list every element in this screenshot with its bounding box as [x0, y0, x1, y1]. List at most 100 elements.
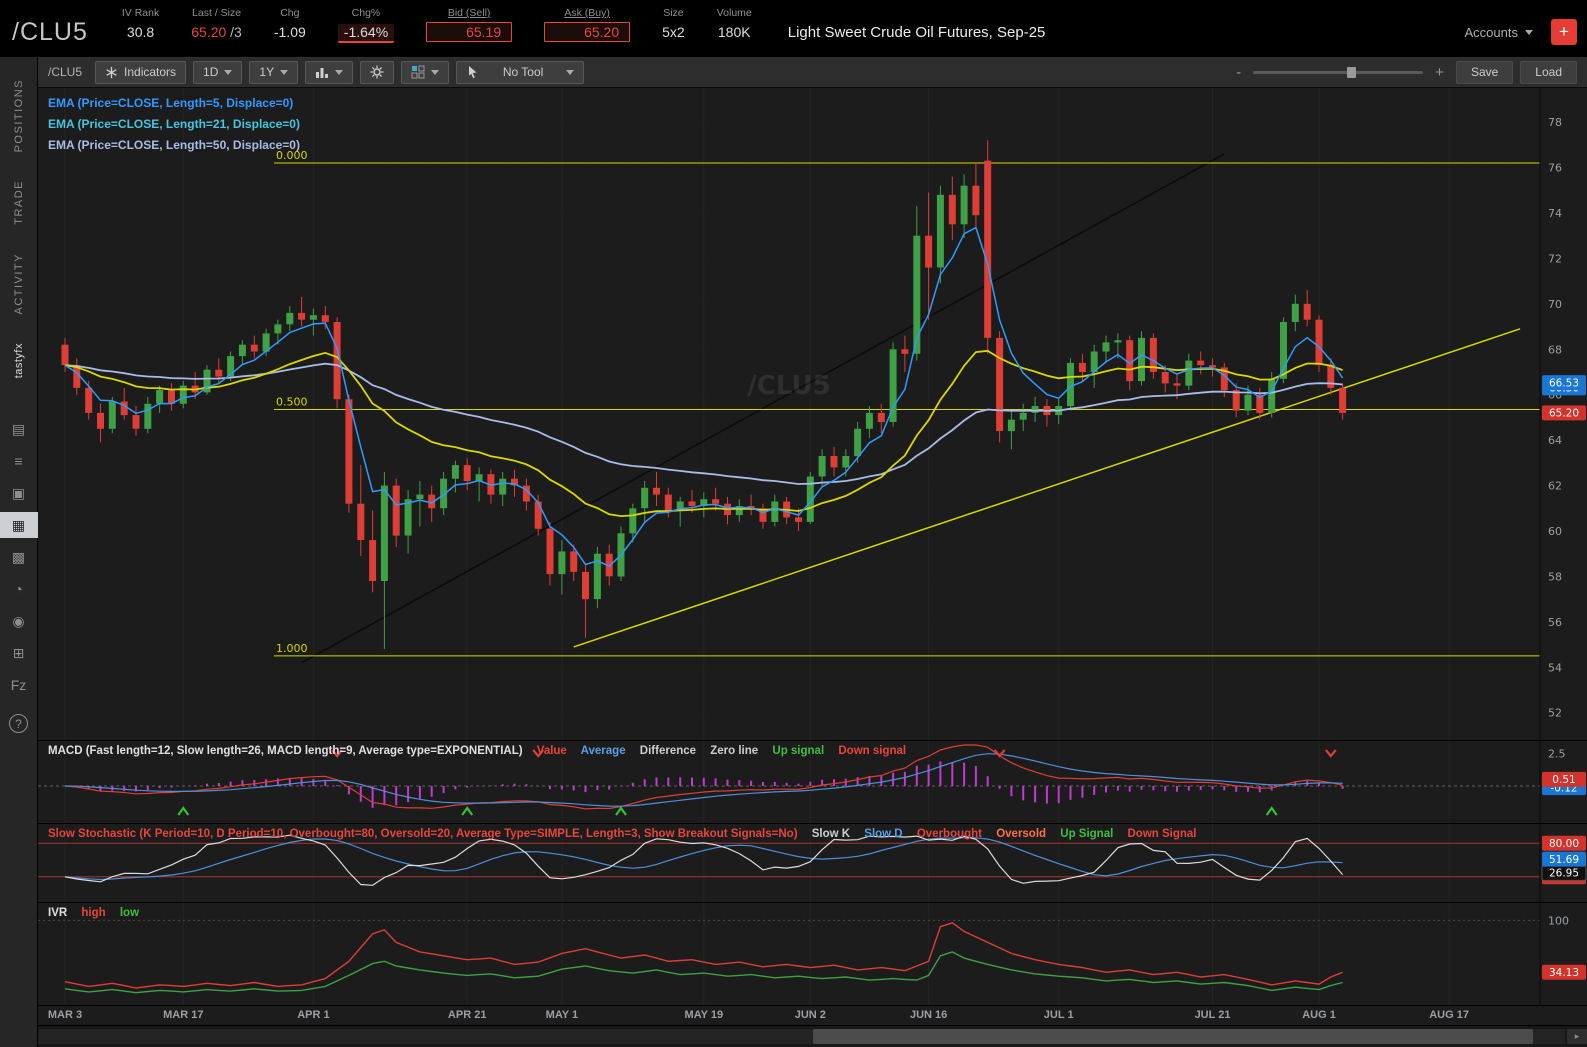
range-dropdown[interactable]: 1Y: [249, 60, 299, 84]
x-axis-label: JUL 21: [1194, 1009, 1231, 1021]
ivr-panel[interactable]: IVR high low 100 34.13: [38, 902, 1587, 1005]
svg-text:52: 52: [1548, 707, 1562, 720]
chart-workspace: /CLU5 Indicators 1D 1Y: [38, 57, 1587, 1047]
history-icon[interactable]: ◔: [14, 581, 23, 597]
gear-icon: [370, 65, 384, 79]
change-pct-value: -1.64%: [337, 24, 395, 43]
scrollbar-thumb[interactable]: [812, 1029, 1533, 1044]
help-button[interactable]: ?: [9, 714, 28, 733]
last-price: 65.20: [191, 24, 227, 40]
last-size-value: 65.20 /3: [191, 24, 242, 40]
field-ask: Ask (Buy) 65.20: [544, 7, 631, 42]
chevron-down-icon: [1525, 29, 1533, 35]
x-axis-label: JUN 16: [909, 1009, 948, 1021]
bid-label: Bid (Sell): [447, 7, 491, 19]
watchlist-icon[interactable]: ▤: [11, 420, 26, 437]
chart-scrollbar[interactable]: ▸: [38, 1025, 1587, 1047]
change-value: -1.09: [273, 24, 306, 40]
tab-trade[interactable]: TRADE: [12, 180, 25, 226]
tab-positions[interactable]: POSITIONS: [12, 79, 25, 153]
layout-grid-dropdown[interactable]: [401, 60, 450, 84]
calendar-icon[interactable]: ⊞: [12, 644, 25, 661]
time-axis: MAR 3 MAR 17 APR 1 APR 21 MAY 1 MAY 19 JUN 2 JU…: [38, 1005, 1587, 1025]
field-change-pct: Chg% -1.64%: [337, 7, 395, 43]
left-sidebar: POSITIONS TRADE ACTIVITY tastyfx ▤ ≡ ▣ ▦ ▩ ◔ ◉ ⊞ Fz…: [0, 57, 38, 1047]
svg-text:66.53: 66.53: [1549, 377, 1579, 389]
orders-icon[interactable]: ≡: [14, 453, 23, 469]
chevron-down-icon: [566, 69, 575, 75]
sidebar-icon-stack: ▤ ≡ ▣ ▦ ▩ ◔ ◉ ⊞ Fz: [0, 416, 38, 698]
chevron-down-icon: [280, 69, 289, 75]
bid-value[interactable]: 65.19: [426, 22, 513, 42]
chevron-down-icon: [431, 69, 440, 75]
last-size-label: Last / Size: [192, 7, 242, 19]
drawing-tool-value: No Tool: [502, 65, 544, 79]
last-size: /3: [226, 24, 242, 40]
futures-icon[interactable]: Fz: [10, 677, 27, 693]
scrollbar-right-button[interactable]: ▸: [1567, 1029, 1587, 1044]
macd-chart[interactable]: 2.5 -0.12 0.51: [38, 741, 1587, 823]
tab-tastyfx[interactable]: tastyfx: [12, 342, 25, 378]
x-axis-label: JUN 2: [794, 1009, 826, 1021]
ask-value[interactable]: 65.20: [544, 22, 631, 42]
ask-label: Ask (Buy): [564, 7, 610, 19]
x-axis-label: AUG 17: [1429, 1009, 1469, 1021]
iv-rank-value: 30.8: [126, 24, 155, 40]
svg-text:64: 64: [1548, 434, 1562, 447]
zoom-out-button[interactable]: -: [1236, 63, 1242, 81]
svg-text:72: 72: [1548, 252, 1562, 265]
drawing-tool-dropdown[interactable]: No Tool: [456, 60, 585, 84]
chevron-down-icon: [224, 69, 233, 75]
field-size: Size 5x2: [662, 7, 685, 40]
svg-text:0.000: 0.000: [276, 149, 308, 162]
candlestick-chart[interactable]: 78767472706866646260585654520.0000.5001.…: [38, 88, 1587, 740]
chart-toolbar: /CLU5 Indicators 1D 1Y: [38, 57, 1587, 88]
chart-type-icon: [316, 67, 329, 78]
accounts-dropdown[interactable]: Accounts: [1465, 25, 1533, 40]
follow-traders-icon[interactable]: ◉: [12, 612, 25, 629]
indicators-button-label: Indicators: [124, 65, 177, 79]
chart-settings-button[interactable]: [360, 60, 395, 84]
field-last-size: Last / Size 65.20 /3: [191, 7, 242, 40]
cursor-icon: [469, 66, 477, 79]
zoom-slider[interactable]: [1253, 66, 1424, 78]
chart-icon[interactable]: ▦: [0, 512, 38, 538]
header-add-button[interactable]: +: [1551, 19, 1577, 45]
timeframe-value: 1D: [203, 65, 219, 79]
range-value: 1Y: [259, 65, 275, 79]
iv-rank-label: IV Rank: [121, 7, 160, 19]
indicators-button[interactable]: Indicators: [95, 60, 187, 84]
ivr-chart[interactable]: 100 34.13: [38, 903, 1587, 1005]
svg-text:1.000: 1.000: [276, 642, 308, 655]
chart-type-dropdown[interactable]: [305, 60, 354, 84]
stochastic-panel[interactable]: Slow Stochastic (K Period=10, D Period=1…: [38, 823, 1587, 902]
journal-icon[interactable]: ▣: [11, 484, 26, 501]
svg-text:51.69: 51.69: [1549, 854, 1579, 866]
quote-header: /CLU5 IV Rank 30.8 Last / Size 65.20 /3 …: [0, 0, 1587, 57]
save-button[interactable]: Save: [1455, 60, 1514, 84]
svg-text:56: 56: [1548, 616, 1562, 629]
zoom-slider-thumb[interactable]: [1346, 66, 1356, 78]
layout-icon[interactable]: ▩: [11, 548, 26, 565]
macd-panel[interactable]: MACD (Fast length=12, Slow length=26, MA…: [38, 740, 1587, 823]
change-pct-label: Chg%: [351, 7, 381, 19]
svg-text:0.51: 0.51: [1552, 774, 1575, 786]
svg-text:62: 62: [1548, 480, 1562, 493]
sidebar-tabs: POSITIONS TRADE ACTIVITY tastyfx: [13, 79, 25, 406]
svg-text:58: 58: [1548, 570, 1562, 583]
x-axis-label: MAR 17: [163, 1009, 204, 1021]
svg-text:/CLU5: /CLU5: [747, 371, 830, 401]
grid-layout-icon: [411, 65, 425, 79]
toolbar-symbol: /CLU5: [48, 65, 83, 79]
timeframe-dropdown[interactable]: 1D: [193, 60, 243, 84]
x-axis-label: APR 1: [297, 1009, 330, 1021]
volume-value: 180K: [717, 24, 751, 40]
zoom-in-button[interactable]: +: [1435, 63, 1444, 81]
svg-text:34.13: 34.13: [1549, 967, 1579, 979]
load-button[interactable]: Load: [1520, 60, 1577, 84]
tab-activity[interactable]: ACTIVITY: [12, 253, 25, 315]
size-label: Size: [663, 7, 684, 19]
price-chart-panel[interactable]: EMA (Price=CLOSE, Length=5, Displace=0) …: [38, 88, 1587, 740]
